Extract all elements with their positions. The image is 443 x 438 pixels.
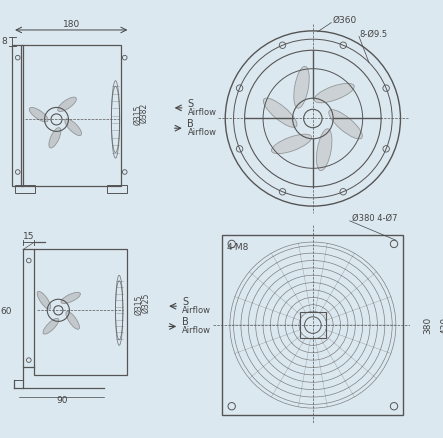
Bar <box>107 185 128 193</box>
Ellipse shape <box>329 110 362 139</box>
Bar <box>21 45 121 186</box>
Bar <box>12 45 23 186</box>
Text: Ø360: Ø360 <box>333 15 357 25</box>
Text: S: S <box>187 99 194 109</box>
Ellipse shape <box>263 98 297 127</box>
Text: Airflow: Airflow <box>182 326 211 335</box>
Text: 380: 380 <box>424 316 432 334</box>
Ellipse shape <box>58 97 77 112</box>
Ellipse shape <box>66 311 79 329</box>
Text: Ø325: Ø325 <box>141 293 150 313</box>
Text: 4-M8: 4-M8 <box>226 243 249 252</box>
Text: Airflow: Airflow <box>187 128 217 137</box>
Text: Ø380 4-Ø7: Ø380 4-Ø7 <box>352 214 397 223</box>
Ellipse shape <box>43 318 59 334</box>
Text: 15: 15 <box>23 232 35 241</box>
Bar <box>35 250 127 375</box>
Text: 60: 60 <box>1 307 12 316</box>
Text: Ø382: Ø382 <box>140 103 148 123</box>
Ellipse shape <box>29 107 48 122</box>
Bar <box>222 235 403 416</box>
Ellipse shape <box>49 127 61 148</box>
Text: 8: 8 <box>2 37 8 46</box>
Ellipse shape <box>61 292 81 304</box>
Text: B: B <box>182 317 189 327</box>
Bar <box>300 312 326 338</box>
Text: 180: 180 <box>62 20 80 29</box>
Ellipse shape <box>316 129 332 171</box>
Text: 8-Ø9.5: 8-Ø9.5 <box>359 30 387 39</box>
Text: 430: 430 <box>440 317 443 334</box>
Ellipse shape <box>314 83 354 103</box>
Ellipse shape <box>37 291 51 309</box>
Text: Airflow: Airflow <box>187 108 217 117</box>
Bar <box>15 185 35 193</box>
Ellipse shape <box>65 119 82 136</box>
Text: B: B <box>187 119 194 129</box>
Ellipse shape <box>272 134 311 154</box>
Text: 90: 90 <box>56 396 68 405</box>
Text: S: S <box>182 297 188 307</box>
Text: Ø315: Ø315 <box>133 105 142 125</box>
Text: Ø315: Ø315 <box>135 295 144 315</box>
Ellipse shape <box>294 67 309 108</box>
Text: Airflow: Airflow <box>182 306 211 315</box>
